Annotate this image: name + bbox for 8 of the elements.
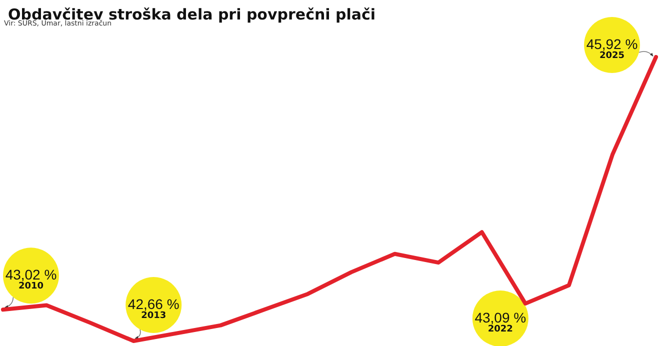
data-label: 42,66 % [128,296,180,312]
data-label: 45,92 % [586,36,638,52]
annotation: 2022 [488,324,513,335]
annotation: 2010 [18,282,44,292]
annotation: 2025 [599,51,625,61]
data-label: 43,02 % [5,266,57,283]
data-label: 43,09 % [474,310,526,326]
annotation: 2013 [141,311,166,321]
